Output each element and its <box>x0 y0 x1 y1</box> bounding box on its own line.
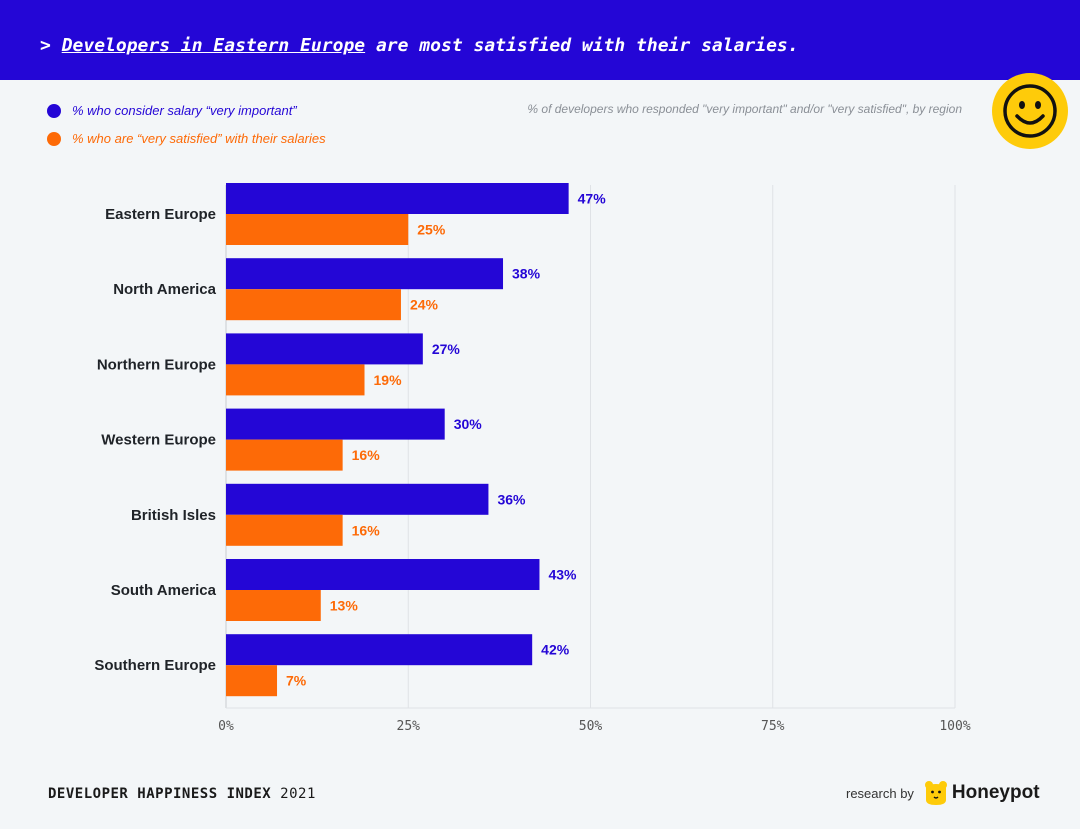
data-label: 36% <box>497 491 526 507</box>
headline: > Developers in Eastern Europe are most … <box>40 35 799 56</box>
data-label: 38% <box>512 266 541 282</box>
data-label: 16% <box>352 522 381 538</box>
x-tick-label-100: 100% <box>939 719 970 734</box>
category-label: South America <box>111 582 217 599</box>
data-label: 13% <box>330 598 359 614</box>
research-by-label: research by <box>846 785 914 801</box>
category-label: Eastern Europe <box>105 206 216 223</box>
footer-index: DEVELOPER HAPPINESS INDEX 2021 <box>48 786 316 802</box>
bar-very-satisfied <box>226 289 401 321</box>
x-tick-label-0: 0% <box>218 719 234 734</box>
header-banner: > Developers in Eastern Europe are most … <box>0 0 1080 80</box>
legend-label-satisfied: % who are “very satisfied” with their sa… <box>72 131 326 147</box>
category-label: British Isles <box>131 507 216 524</box>
bar-very-satisfied <box>226 665 278 697</box>
bar-very-important <box>226 333 423 365</box>
data-label: 27% <box>432 341 461 357</box>
footer-year: 2021 <box>280 786 316 802</box>
category-label: North America <box>113 281 216 298</box>
data-label: 7% <box>286 673 307 689</box>
legend-dot-blue <box>47 103 61 118</box>
bar-chart: 0% 25% 50% 75% 100% Eastern Europe 47% 25% North… <box>94 183 971 734</box>
data-label: 43% <box>548 567 577 583</box>
bar-very-satisfied <box>226 214 409 245</box>
bar-very-important <box>226 183 569 214</box>
bar-very-satisfied <box>226 590 321 621</box>
bar-very-important <box>226 408 445 440</box>
legend-item-important: % who consider salary “very important” <box>47 102 297 118</box>
x-tick-label-75: 75% <box>761 719 785 734</box>
bar-very-satisfied <box>226 514 343 546</box>
data-label: 16% <box>352 447 381 463</box>
footer-brand: research by Honeypot <box>846 779 1040 807</box>
data-label: 47% <box>578 191 607 207</box>
x-tick-label-25: 25% <box>397 719 421 734</box>
category-label: Southern Europe <box>94 657 216 674</box>
category-label: Northern Europe <box>97 356 216 373</box>
category-label: Western Europe <box>101 432 216 449</box>
legend-item-satisfied: % who are “very satisfied” with their sa… <box>47 130 326 146</box>
chart-subtitle: % of developers who responded "very impo… <box>527 102 962 116</box>
legend-dot-orange <box>47 131 61 146</box>
headline-highlight: Developers in Eastern Europe <box>61 35 366 56</box>
x-tick-label-50: 50% <box>579 719 603 734</box>
data-label: 42% <box>541 642 570 658</box>
data-label: 25% <box>417 222 446 238</box>
bar-very-satisfied <box>226 439 343 471</box>
data-label: 30% <box>454 416 483 432</box>
headline-rest: are most satisfied with their salaries. <box>365 35 799 56</box>
smiley-face-icon <box>992 73 1068 149</box>
data-label: 19% <box>374 372 403 388</box>
brand-name: Honeypot <box>951 782 1040 803</box>
bar-very-satisfied <box>226 364 365 396</box>
bar-very-important <box>226 559 540 590</box>
data-label: 24% <box>410 297 439 313</box>
bar-very-important <box>226 483 489 515</box>
footer-index-label: DEVELOPER HAPPINESS INDEX <box>48 786 272 802</box>
bar-very-important <box>226 634 533 666</box>
legend-label-important: % who consider salary “very important” <box>72 103 297 119</box>
honeypot-bear-logo <box>924 781 947 805</box>
headline-prefix: > <box>40 35 62 56</box>
bar-very-important <box>226 258 504 290</box>
